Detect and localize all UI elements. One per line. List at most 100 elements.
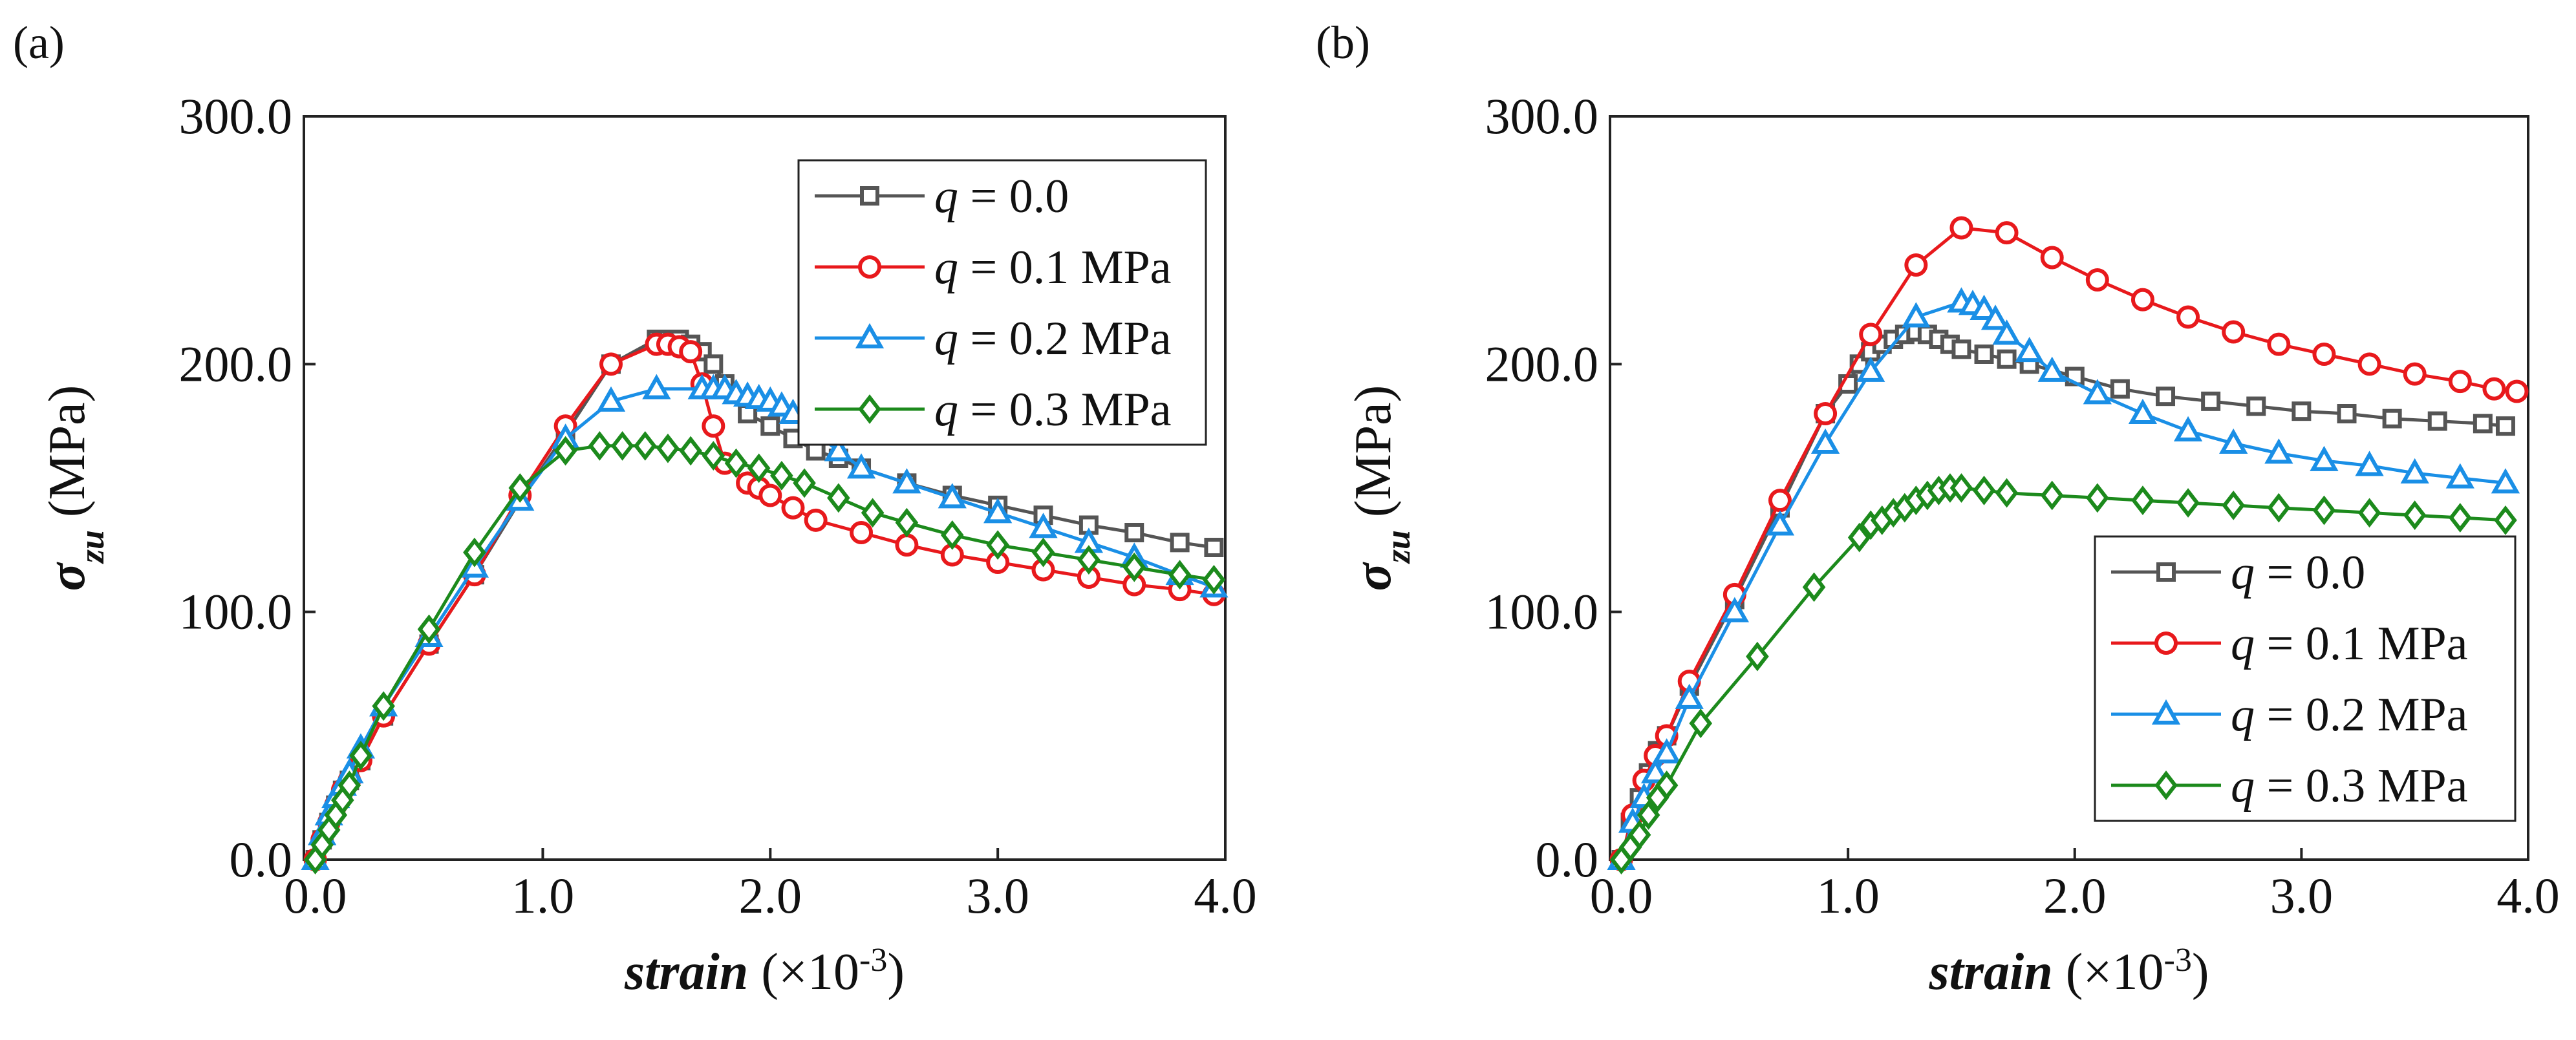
data-point [2292, 401, 2312, 421]
data-point [2445, 463, 2474, 489]
data-point [2015, 337, 2044, 363]
y-axis-title: σzu (MPa) [39, 385, 111, 591]
x-axis-variable: strain [624, 944, 748, 1001]
data-point [417, 614, 441, 644]
legend-label-variable: q [2231, 688, 2255, 741]
legend-marker [2156, 562, 2176, 582]
y-axis-variable-subscript: zu [72, 530, 111, 564]
plot-frame [1609, 115, 2529, 861]
data-point [895, 533, 919, 557]
x-tick-label: 1.0 [511, 867, 575, 924]
data-point [2494, 505, 2517, 535]
data-point [1980, 304, 2010, 330]
data-point [2310, 445, 2339, 471]
data-point [2267, 493, 2291, 523]
legend-label: q = 0.1 MPa [2231, 617, 2468, 670]
data-point [1970, 294, 1999, 320]
x-axis-unit-close: ) [887, 944, 905, 1001]
legend-marker [858, 255, 881, 279]
data-point [781, 496, 805, 520]
legend-label-variable: q [934, 170, 958, 223]
x-axis-unit-exponent: -3 [859, 942, 887, 979]
legend-marker [860, 186, 879, 206]
legend-label: q = 0.0 [2231, 546, 2365, 599]
data-point [2037, 356, 2066, 382]
data-point [1995, 478, 2019, 508]
data-point [861, 498, 885, 528]
data-point [2040, 246, 2064, 270]
data-point [1949, 473, 1973, 503]
x-axis-unit: (×10 [748, 944, 859, 1001]
y-tick-label: 0.0 [1536, 831, 1599, 887]
x-tick-label: 4.0 [2496, 867, 2560, 924]
panel-label: (a) [13, 17, 65, 69]
legend-label-rest: = 0.1 MPa [958, 241, 1172, 294]
data-point [1765, 510, 1795, 536]
data-point [1202, 564, 1226, 595]
data-point [338, 770, 361, 800]
data-point [588, 430, 612, 461]
legend-label-rest: = 0.0 [2255, 546, 2365, 599]
data-point [508, 473, 532, 503]
data-point [747, 453, 771, 483]
legend-label-rest: = 0.2 MPa [958, 312, 1172, 365]
data-point [1675, 683, 1704, 709]
legend-label-rest: = 0.1 MPa [2255, 617, 2468, 670]
legend-label-variable: q [934, 383, 958, 436]
data-point [892, 468, 921, 494]
legend-marker [2154, 770, 2178, 800]
data-point [940, 520, 964, 550]
data-point [1856, 356, 1885, 382]
y-axis-variable: σ [1345, 562, 1402, 591]
plot-frame [303, 115, 1227, 861]
data-point [1170, 533, 1190, 553]
chart-panel-a: (a) 0.0 100.0 200.0 300.0 0.0 1.0 2.0 3.0 4.0 stra… [13, 17, 1257, 1001]
data-point [1077, 545, 1100, 575]
data-point [2449, 503, 2472, 533]
data-point [2427, 411, 2447, 431]
legend-label-variable: q [2231, 617, 2255, 670]
data-point [679, 436, 702, 466]
x-tick-label: 3.0 [2270, 867, 2334, 924]
legend-marker [2151, 699, 2181, 725]
y-tick-label: 0.0 [230, 831, 293, 887]
data-point [2482, 377, 2506, 401]
y-axis-variable-subscript: zu [1379, 530, 1417, 564]
data-point [1904, 253, 1928, 277]
y-axis-title: σzu (MPa) [1345, 385, 1417, 591]
data-point [1031, 537, 1055, 568]
series-line [314, 387, 1215, 860]
data-point [2312, 495, 2336, 525]
legend-label: q = 0.0 [934, 170, 1069, 223]
data-point [2448, 370, 2472, 394]
data-point [610, 430, 634, 461]
legend-label: q = 0.2 MPa [2231, 688, 2468, 741]
data-point [2128, 398, 2158, 424]
data-point [2083, 379, 2112, 405]
data-point [2086, 483, 2109, 513]
y-tick-label: 200.0 [1485, 335, 1599, 392]
series-line [314, 444, 1214, 861]
data-point [2222, 320, 2246, 344]
legend-label-rest: = 0.3 MPa [958, 383, 1172, 436]
legend-label: q = 0.2 MPa [934, 312, 1172, 365]
data-point [895, 507, 919, 538]
x-axis-unit-exponent: -3 [2164, 942, 2192, 979]
x-axis-variable: strain [1929, 944, 2053, 1001]
data-point [2176, 488, 2200, 518]
legend-label-variable: q [934, 312, 958, 365]
data-point [1122, 552, 1146, 582]
data-point [2201, 391, 2221, 411]
series-3 [1609, 473, 2517, 875]
data-point [846, 453, 876, 479]
data-point [804, 508, 828, 532]
data-point [633, 430, 657, 461]
data-point [1859, 323, 1883, 346]
data-point [2131, 288, 2154, 312]
data-point [599, 352, 623, 376]
data-point [1168, 560, 1192, 590]
x-tick-label: 4.0 [1194, 867, 1257, 924]
y-axis-variable: σ [39, 562, 96, 591]
